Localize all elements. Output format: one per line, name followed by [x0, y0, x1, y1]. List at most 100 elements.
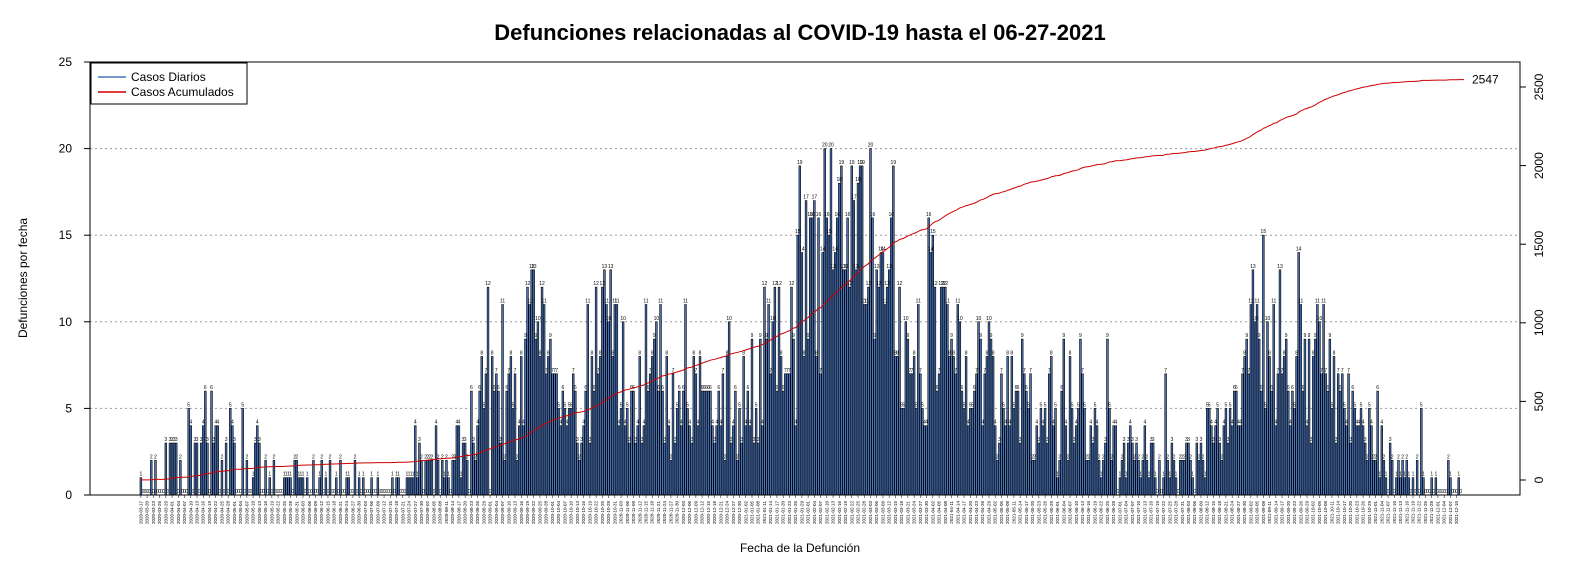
daily-bar: [1031, 460, 1034, 496]
bar-value-label: 3: [1187, 437, 1190, 443]
bar-value-label: 3: [580, 437, 583, 443]
daily-bar: [1330, 408, 1334, 496]
x-tick-label: 2020-11-27: [668, 501, 673, 524]
x-tick-label: 2020-03-20: [145, 501, 150, 525]
bar-value-label: 3: [464, 437, 467, 443]
bar-value-label: 10: [1317, 316, 1323, 322]
bar-value-label: 4: [1274, 420, 1277, 426]
daily-bar: [655, 321, 658, 496]
bar-value-label: 6: [584, 385, 587, 391]
daily-bar: [511, 408, 515, 496]
daily-bar: [455, 425, 459, 496]
bar-value-label: 16: [816, 212, 822, 218]
bar-value-label: 8: [692, 350, 695, 356]
daily-bar: [1018, 442, 1022, 496]
daily-bar: [748, 425, 752, 496]
bar-value-label: 16: [926, 212, 932, 218]
bar-value-label: 8: [547, 350, 550, 356]
x-tick-label: 2021-05-11: [1011, 501, 1016, 524]
bar-value-label: 0: [439, 489, 442, 495]
daily-bar: [1332, 356, 1336, 496]
bar-value-label: 13: [1250, 264, 1256, 270]
daily-bar: [906, 338, 910, 496]
x-tick-label: 2020-05-04: [238, 501, 243, 525]
x-tick-label: 2021-06-16: [1086, 501, 1091, 525]
daily-bar: [1212, 442, 1215, 496]
bar-value-label: 10: [1265, 316, 1271, 322]
x-tick-label: 2021-12-10: [1454, 501, 1459, 525]
bar-value-label: 9: [765, 333, 768, 339]
x-tick-label: 2020-03-23: [151, 501, 156, 525]
bar-value-label: 19: [797, 160, 803, 166]
bar-value-label: 2: [424, 454, 427, 460]
daily-bar: [998, 442, 1001, 496]
daily-bar: [860, 165, 864, 496]
bar-value-label: 14: [880, 247, 886, 253]
daily-bar: [1320, 373, 1323, 496]
cumulative-line: [140, 79, 1464, 481]
daily-bar: [707, 390, 710, 496]
daily-bar: [1135, 442, 1138, 496]
daily-bar: [1235, 390, 1238, 496]
daily-bar: [626, 408, 629, 496]
bar-value-label: 13: [1277, 264, 1283, 270]
daily-bar: [212, 442, 215, 496]
bar-value-label: 0: [403, 489, 406, 495]
bar-value-label: 0: [366, 489, 369, 495]
x-tick-label: 2021-08-06: [1192, 501, 1197, 525]
daily-bar: [615, 304, 619, 496]
bar-value-label: 5: [1027, 402, 1030, 408]
x-tick-label: 2020-12-18: [712, 501, 717, 525]
bar-value-label: 4: [667, 420, 670, 426]
x-tick-label: 2020-08-17: [456, 501, 461, 525]
daily-bar: [534, 338, 538, 496]
x-tick-label: 2020-08-08: [438, 501, 443, 525]
daily-bar: [1276, 373, 1280, 496]
daily-bar: [838, 182, 841, 496]
x-tick-label: 2021-05-29: [1049, 501, 1054, 525]
daily-bar: [929, 252, 932, 496]
bar-value-label: 12: [789, 281, 795, 287]
bar-value-label: 2: [1058, 454, 1061, 460]
daily-bar: [624, 425, 627, 496]
daily-bar: [1108, 408, 1111, 496]
daily-bar: [565, 425, 569, 496]
bar-value-label: 0: [356, 489, 359, 495]
daily-bar: [551, 373, 554, 496]
x-tick-label: 2020-06-27: [350, 501, 355, 525]
bar-value-label: 2: [1366, 454, 1369, 460]
bar-value-label: 8: [638, 350, 641, 356]
daily-bar: [898, 286, 901, 496]
daily-bar: [584, 390, 587, 496]
x-tick-label: 2021-07-28: [1174, 501, 1179, 525]
daily-bar: [935, 390, 939, 496]
bar-value-label: 4: [1112, 420, 1115, 426]
bar-value-label: 9: [1308, 333, 1311, 339]
daily-bar: [1102, 460, 1105, 496]
bar-value-label: 7: [1000, 368, 1003, 374]
x-tick-label: 2021-02-04: [812, 501, 817, 525]
daily-bar: [912, 356, 916, 496]
bar-value-label: 0: [383, 489, 386, 495]
bar-value-label: 2: [420, 454, 423, 460]
bar-value-label: 4: [1075, 420, 1078, 426]
bar-value-label: 7: [572, 368, 575, 374]
daily-bar: [819, 373, 822, 496]
x-axis-label: Fecha de la Defunción: [740, 541, 860, 555]
bar-value-label: 0: [158, 489, 161, 495]
bar-value-label: 11: [683, 298, 688, 304]
x-tick-label: 2021-09-23: [1292, 501, 1297, 525]
daily-bar: [1081, 373, 1084, 496]
daily-bar: [815, 356, 818, 496]
x-tick-label: 2021-11-01: [1373, 501, 1378, 524]
bar-value-label: 14: [1296, 247, 1302, 253]
daily-bar: [588, 442, 592, 496]
bar-value-label: 7: [938, 368, 941, 374]
x-tick-label: 2020-06-24: [344, 501, 349, 525]
daily-bar: [1139, 477, 1142, 496]
bar-value-label: 9: [950, 333, 953, 339]
bar-value-label: 12: [938, 281, 944, 287]
bar-value-label: 5: [1229, 402, 1232, 408]
bar-value-label: 3: [164, 437, 167, 443]
bar-value-label: 1: [297, 472, 300, 478]
